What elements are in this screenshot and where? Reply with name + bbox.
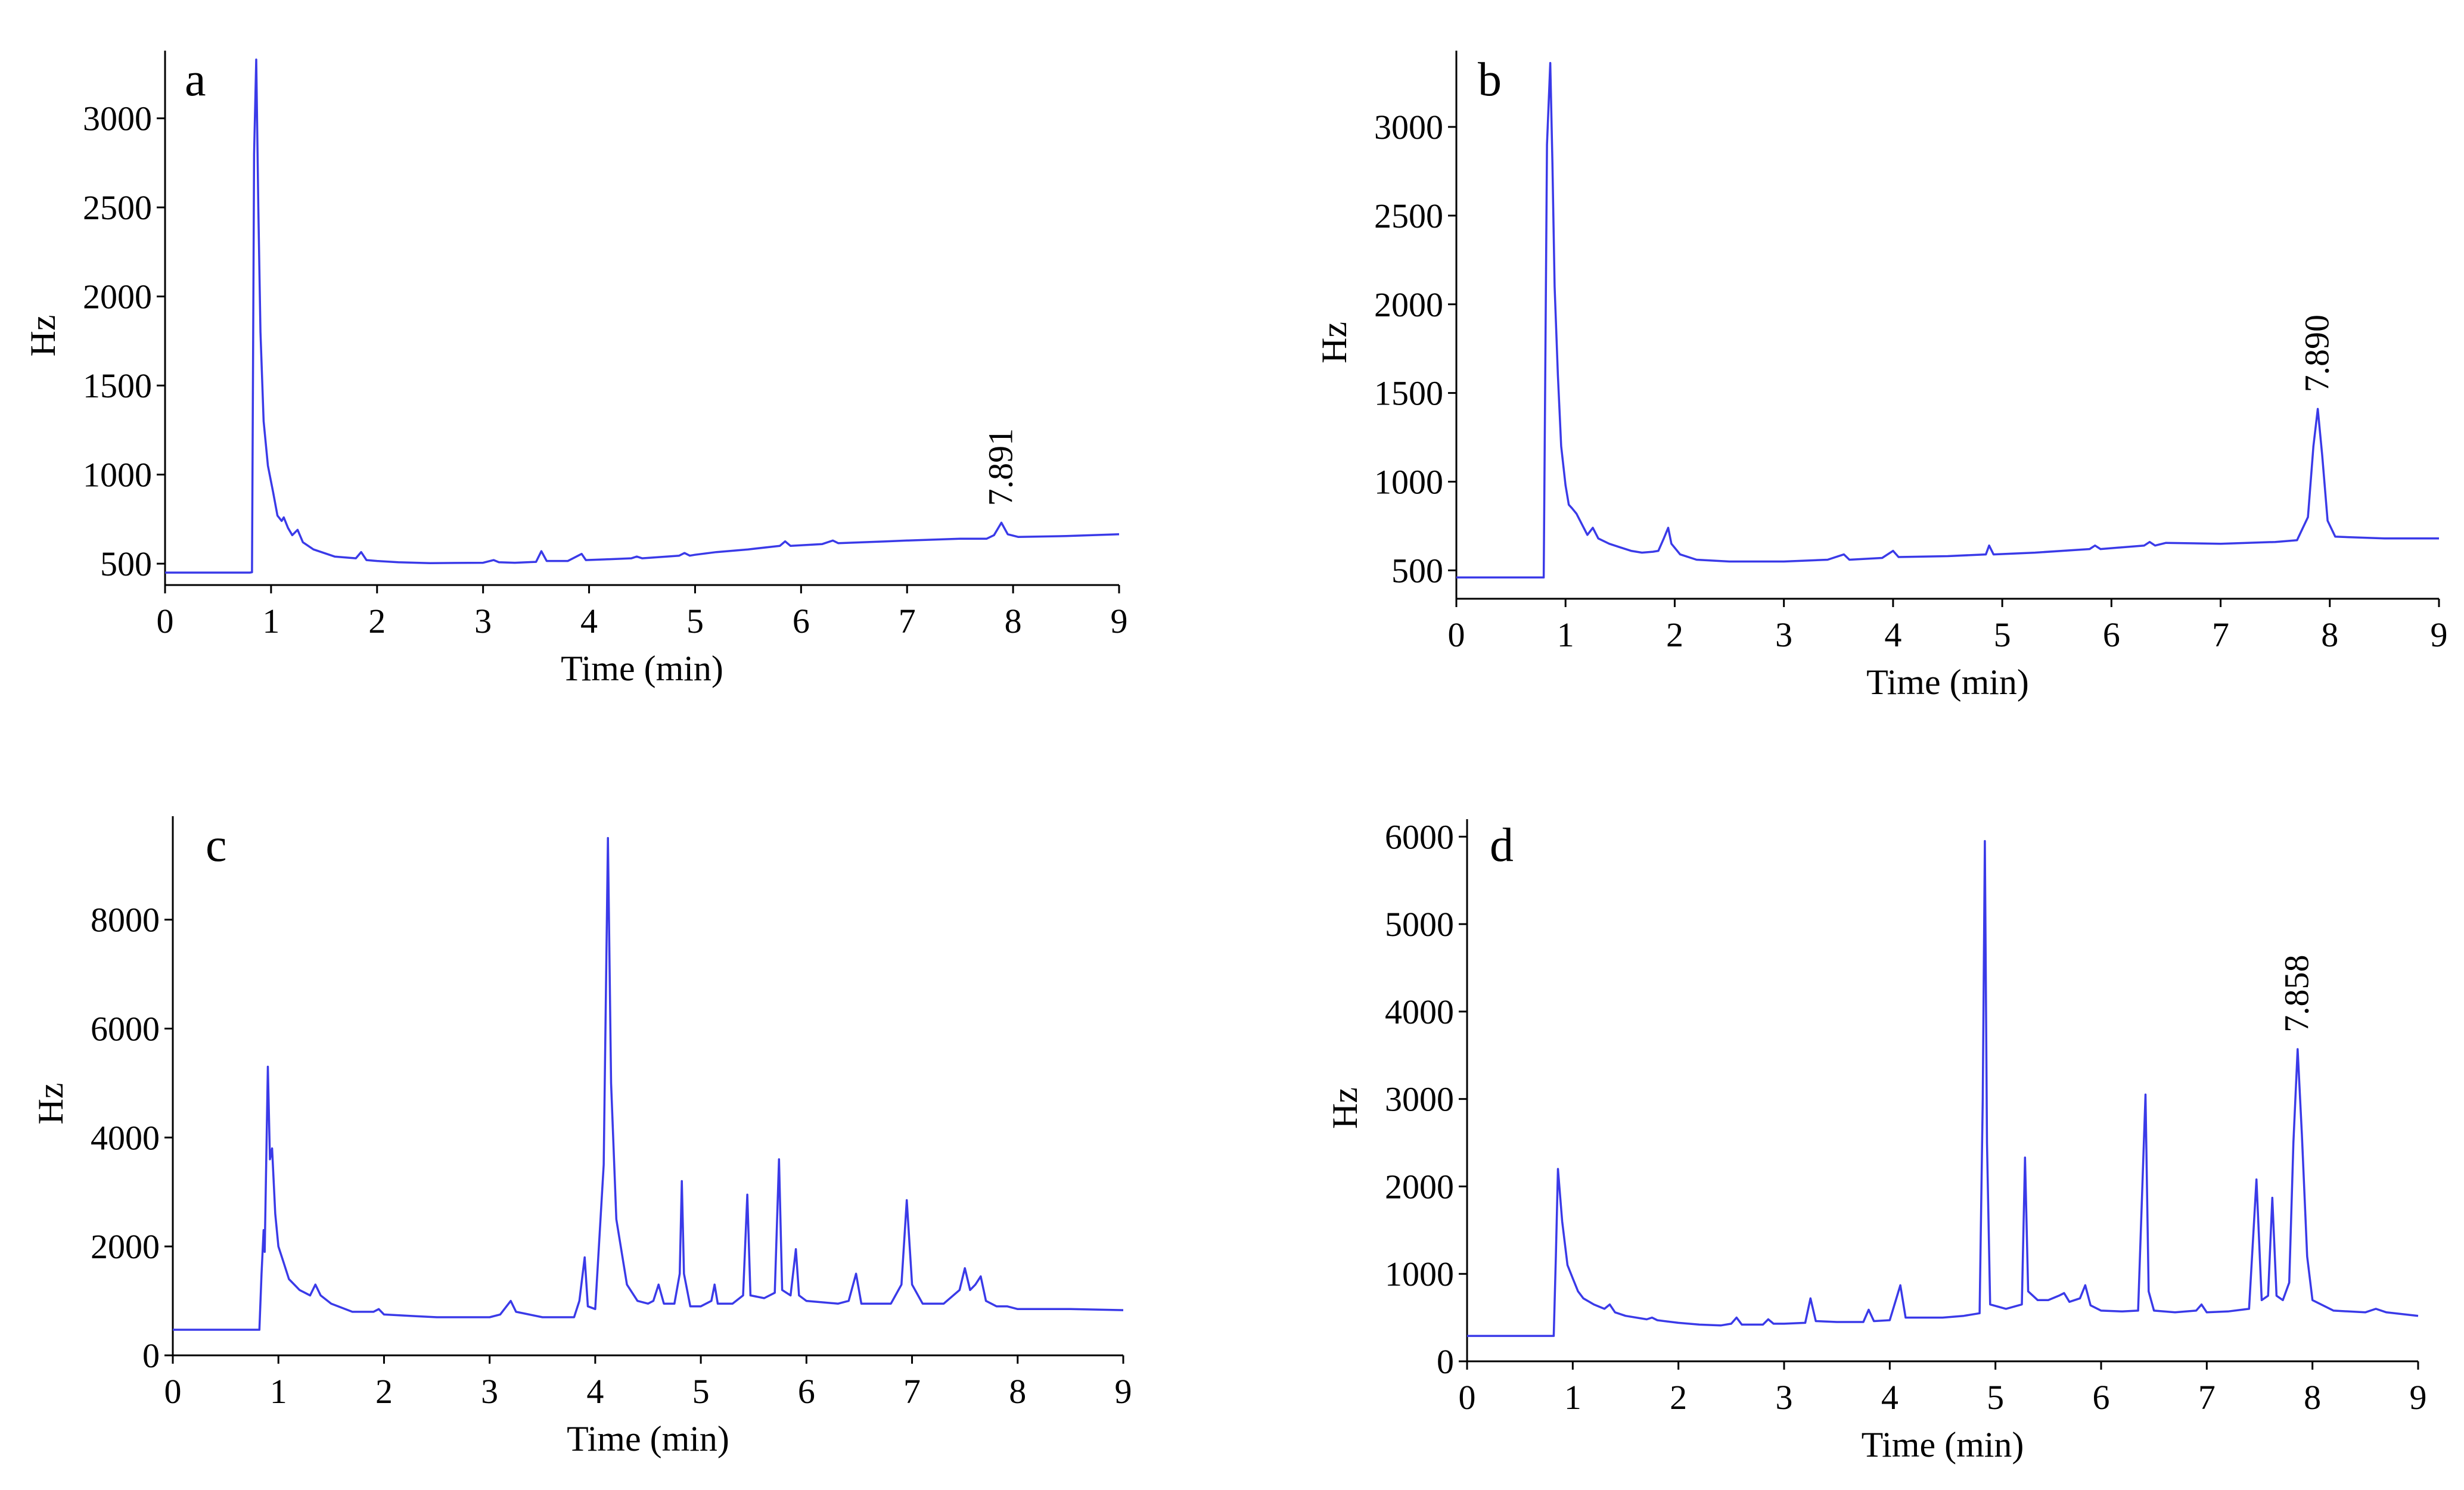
chromatogram-line-a [165, 58, 1120, 574]
chart-panel-b: 0 1 2 3 4 5 6 7 8 9 500 1000 1500 2000 2500 3000 Time (m… [1315, 51, 2448, 702]
x-tick-label: 1 [1564, 1378, 1581, 1417]
x-tick-label: 8 [2321, 615, 2338, 654]
y-tick-label: 1000 [1385, 1255, 1454, 1293]
y-tick-label: 1500 [83, 366, 152, 405]
x-tick-label: 5 [686, 602, 704, 640]
x-tick-label: 0 [1448, 615, 1465, 654]
y-tick-label: 3000 [1385, 1080, 1454, 1119]
y-axis-title: Hz [1315, 322, 1354, 363]
y-tick-label: 1000 [83, 456, 152, 494]
x-tick-label: 5 [692, 1372, 710, 1411]
y-axis-title: Hz [23, 315, 63, 357]
x-axis-title: Time (min) [567, 1419, 729, 1458]
peak-label: 7.890 [2298, 315, 2336, 393]
y-tick-label: 1500 [1374, 374, 1443, 413]
x-tick-label: 4 [1881, 1378, 1899, 1417]
y-tick-label: 2000 [1374, 285, 1443, 324]
x-tick-label: 6 [793, 602, 810, 640]
x-tick-label: 9 [1115, 1372, 1132, 1411]
x-tick-label: 8 [1005, 602, 1022, 640]
x-tick-label: 4 [580, 602, 598, 640]
x-tick-label: 6 [2093, 1378, 2110, 1417]
x-tick-label: 1 [1557, 615, 1574, 654]
x-tick-label: 5 [1987, 1378, 2004, 1417]
y-tick-label: 2500 [83, 188, 152, 227]
y-tick-label: 5000 [1385, 905, 1454, 944]
x-tick-label: 6 [798, 1372, 815, 1411]
x-tick-label: 0 [157, 602, 174, 640]
chart-panel-c: 0 1 2 3 4 5 6 7 8 9 0 2000 4000 6000 8000 Time (min) Hz c [31, 816, 1132, 1458]
x-tick-label: 9 [1111, 602, 1128, 640]
chromatogram-line-c [173, 836, 1124, 1331]
y-tick-label: 4000 [1385, 993, 1454, 1031]
x-tick-label: 8 [1009, 1372, 1026, 1411]
x-tick-label: 4 [1884, 615, 1901, 654]
y-axis-title: Hz [31, 1083, 70, 1125]
y-tick-label: 500 [1391, 551, 1443, 590]
x-tick-label: 2 [368, 602, 386, 640]
x-tick-label: 7 [903, 1372, 921, 1411]
peak-label: 7.858 [2277, 955, 2316, 1033]
x-axis-title: Time (min) [1866, 662, 2029, 702]
panel-letter: b [1478, 54, 1502, 106]
x-tick-label: 0 [1459, 1378, 1476, 1417]
y-tick-label: 6000 [91, 1010, 160, 1049]
x-tick-label: 3 [1775, 615, 1792, 654]
y-tick-label: 500 [100, 545, 152, 583]
chart-panel-d: 0 1 2 3 4 5 6 7 8 9 0 1000 2000 3000 4000 5000 6000 Time … [1325, 817, 2427, 1464]
y-tick-label: 2500 [1374, 197, 1443, 235]
x-tick-label: 7 [2198, 1378, 2216, 1417]
x-tick-label: 1 [262, 602, 279, 640]
x-tick-label: 2 [375, 1372, 393, 1411]
x-tick-label: 3 [481, 1372, 498, 1411]
y-tick-label: 4000 [91, 1118, 160, 1157]
x-tick-label: 5 [1994, 615, 2011, 654]
x-tick-label: 2 [1666, 615, 1683, 654]
x-tick-label: 9 [2431, 615, 2448, 654]
x-tick-label: 3 [474, 602, 492, 640]
panel-letter: d [1490, 819, 1514, 872]
y-tick-label: 3000 [1374, 108, 1443, 147]
x-tick-label: 9 [2410, 1378, 2427, 1417]
x-tick-label: 4 [586, 1372, 604, 1411]
x-tick-label: 6 [2103, 615, 2120, 654]
y-tick-label: 8000 [91, 901, 160, 940]
chromatogram-line-d [1467, 839, 2419, 1337]
y-axis-title: Hz [1325, 1087, 1365, 1129]
x-tick-label: 8 [2304, 1378, 2321, 1417]
x-tick-label: 0 [164, 1372, 182, 1411]
y-tick-label: 0 [142, 1336, 160, 1375]
x-tick-label: 7 [899, 602, 916, 640]
y-tick-label: 2000 [1385, 1167, 1454, 1206]
y-tick-label: 2000 [83, 278, 152, 316]
panel-letter: c [206, 819, 227, 872]
chart-panel-a: 0 1 2 3 4 5 6 7 8 9 500 1000 1500 2000 2500 3000 Time (m… [23, 51, 1128, 688]
x-tick-label: 3 [1776, 1378, 1793, 1417]
x-axis-title: Time (min) [1862, 1425, 2024, 1464]
y-tick-label: 3000 [83, 99, 152, 138]
x-axis-title: Time (min) [561, 649, 723, 688]
panel-letter: a [185, 54, 206, 106]
y-tick-label: 2000 [91, 1227, 160, 1266]
peak-label: 7.891 [981, 428, 1020, 506]
x-tick-label: 2 [1670, 1378, 1687, 1417]
y-tick-label: 0 [1437, 1342, 1454, 1381]
x-tick-label: 1 [270, 1372, 287, 1411]
x-tick-label: 7 [2212, 615, 2229, 654]
y-tick-label: 6000 [1385, 817, 1454, 856]
y-tick-label: 1000 [1374, 462, 1443, 501]
chromatogram-line-b [1456, 62, 2439, 579]
